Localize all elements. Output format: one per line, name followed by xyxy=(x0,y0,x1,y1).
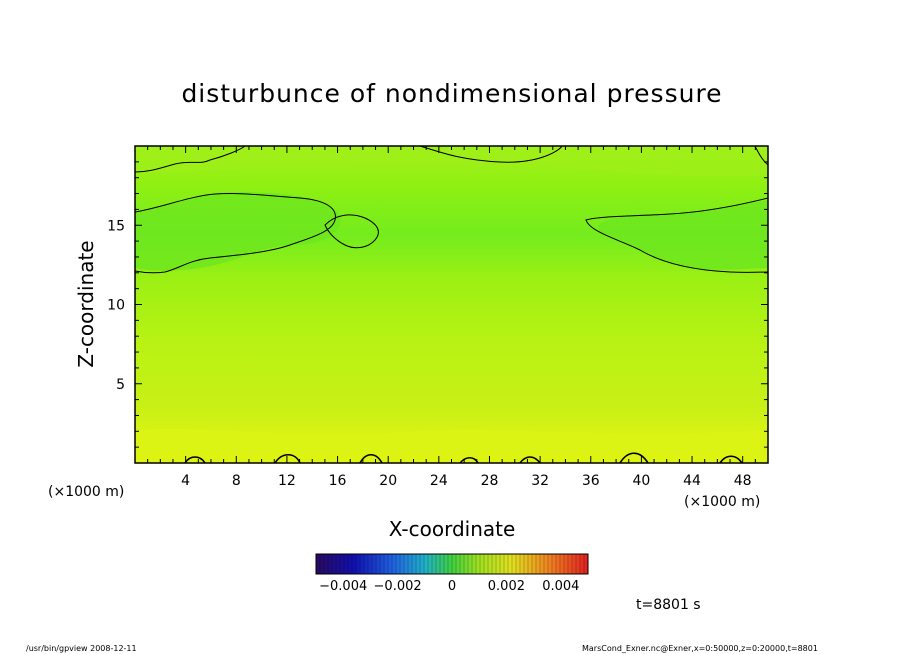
colorbar-tick-label: −0.002 xyxy=(374,579,422,594)
x-tick-label: 8 xyxy=(232,473,241,489)
x-tick-label: 32 xyxy=(531,473,549,489)
contour-lobe-left xyxy=(134,192,336,274)
y-tick-label: 5 xyxy=(116,377,125,393)
time-label: t=8801 s xyxy=(636,597,701,613)
contour-lobe-speckle xyxy=(324,214,379,249)
x-tick-label: 44 xyxy=(683,473,701,489)
colorbar-tick-label: 0.002 xyxy=(488,579,525,594)
low-level-yellow-band xyxy=(135,428,768,463)
x-tick-label: 36 xyxy=(582,473,600,489)
chart-title: disturbunce of nondimensional pressure xyxy=(181,79,722,108)
contour-top-middle xyxy=(419,145,563,163)
upper-band xyxy=(135,146,768,177)
colorbar: −0.004 −0.002 0 0.002 0.004 xyxy=(315,553,589,594)
contour-lobe-right xyxy=(585,197,769,273)
negative-lobe-right xyxy=(598,200,768,270)
colorbar-stripes xyxy=(319,554,585,574)
colorbar-tick-label: −0.004 xyxy=(319,579,367,594)
x-tick-label: 28 xyxy=(481,473,499,489)
footer-right: MarsCond_Exner.nc@Exner,x=0:50000,z=0:20… xyxy=(582,644,818,653)
y-tick-label: 10 xyxy=(107,298,125,314)
x-tick-label: 40 xyxy=(632,473,650,489)
contour-surface-bumps xyxy=(184,452,743,464)
x-tick-label: 48 xyxy=(734,473,752,489)
y-axis: 5 10 15 xyxy=(107,161,768,448)
y-tick-label: 15 xyxy=(107,218,125,234)
contour-lines xyxy=(134,145,769,464)
y-axis-label: Z-coordinate xyxy=(74,240,98,367)
x-tick-label: 4 xyxy=(181,473,190,489)
x-unit-right: (×1000 m) xyxy=(684,494,760,510)
footer-left: /usr/bin/gpview 2008-12-11 xyxy=(26,644,137,653)
x-tick-label: 24 xyxy=(430,473,448,489)
colorbar-tick-label: 0 xyxy=(448,579,456,594)
x-axis-label: X-coordinate xyxy=(389,517,516,541)
contour-top-left xyxy=(134,145,246,173)
x-tick-label: 20 xyxy=(379,473,397,489)
colorbar-labels: −0.004 −0.002 0 0.002 0.004 xyxy=(319,579,579,594)
x-axis: 4 8 12 16 20 24 28 32 36 40 44 48 xyxy=(147,146,756,489)
heatmap-field xyxy=(135,146,768,463)
negative-lobe-left xyxy=(135,191,341,271)
colorbar-frame xyxy=(315,553,589,575)
colorbar-tick-label: 0.004 xyxy=(542,579,579,594)
x-tick-label: 16 xyxy=(329,473,347,489)
x-unit-left: (×1000 m) xyxy=(48,484,124,500)
x-tick-label: 12 xyxy=(278,473,296,489)
